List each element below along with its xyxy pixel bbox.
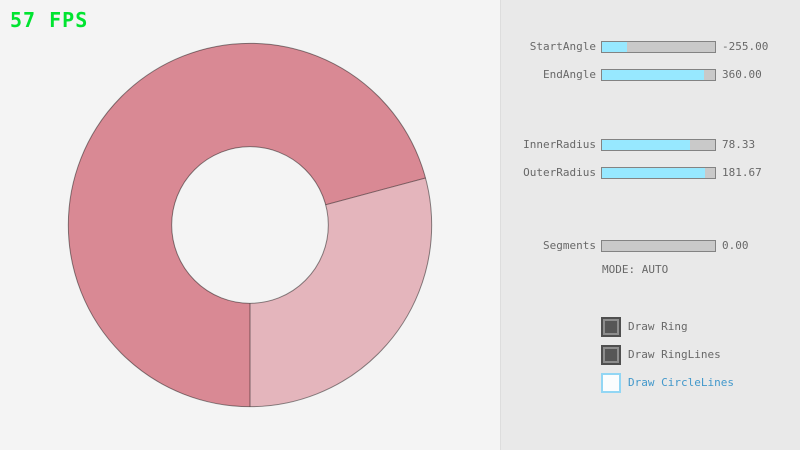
innerradius-slider[interactable] [601,139,716,151]
draw-circlelines-checkbox[interactable] [601,373,621,393]
ring-chart [67,42,433,408]
controls-panel: StartAngle -255.00 EndAngle 360.00 Inner… [500,0,800,450]
endangle-label: EndAngle [543,68,596,81]
draw-ringlines-label: Draw RingLines [628,348,721,361]
segments-label: Segments [543,239,596,252]
draw-circlelines-checkbox-row: Draw CircleLines [601,373,734,393]
slider-fill [602,140,691,150]
draw-ring-checkbox-row: Draw Ring [601,317,688,337]
draw-ring-checkbox[interactable] [601,317,621,337]
endangle-slider[interactable] [601,69,716,81]
startangle-value: -255.00 [722,40,769,53]
innerradius-label: InnerRadius [523,138,596,151]
draw-ring-label: Draw Ring [628,320,688,333]
slider-fill [602,42,627,52]
outerradius-label: OuterRadius [523,166,596,179]
slider-fill [602,70,704,80]
ring-inner-line [171,146,329,304]
slider-fill [602,168,705,178]
ring-outer-line [67,42,433,408]
segments-mode-label: MODE: AUTO [602,263,669,276]
ring-edge-line [325,177,426,206]
startangle-slider[interactable] [601,41,716,53]
draw-ringlines-checkbox-row: Draw RingLines [601,345,721,365]
segments-value: 0.00 [722,239,749,252]
endangle-value: 360.00 [722,68,762,81]
startangle-label: StartAngle [529,40,596,53]
fps-counter: 57 FPS [10,8,89,32]
draw-circlelines-label: Draw CircleLines [628,376,734,389]
outerradius-slider[interactable] [601,167,716,179]
innerradius-value: 78.33 [722,138,756,151]
draw-ringlines-checkbox[interactable] [601,345,621,365]
segments-slider[interactable] [601,240,716,252]
outerradius-value: 181.67 [722,166,762,179]
ring-sector-single [250,177,432,407]
ring-sector-double [68,43,426,407]
